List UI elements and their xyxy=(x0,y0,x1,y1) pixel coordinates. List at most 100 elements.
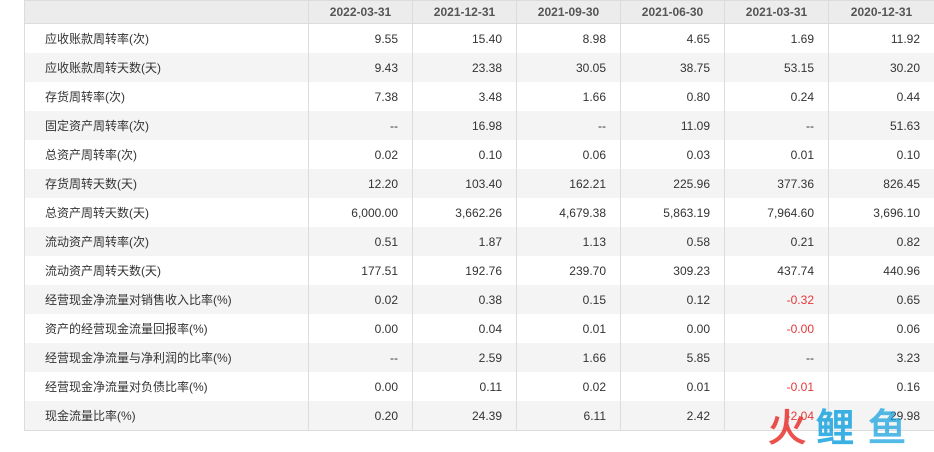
value-cell: 16.98 xyxy=(412,111,517,140)
value-cell: 7,964.60 xyxy=(724,198,829,227)
value-cell: 0.06 xyxy=(828,314,934,343)
value-cell: 1.66 xyxy=(516,82,621,111)
row-label: 资产的经营现金流量回报率(%) xyxy=(24,314,309,343)
table-row: 现金流量比率(%) 0.20 24.39 6.11 2.42 -2.04 29.98 xyxy=(24,401,934,431)
value-cell: -- xyxy=(724,111,829,140)
row-label: 流动资产周转率(次) xyxy=(24,227,309,256)
value-cell: 9.43 xyxy=(308,53,413,82)
header-date[interactable]: 2021-12-31 xyxy=(412,0,517,24)
value-cell: 0.03 xyxy=(620,140,725,169)
header-label-cell xyxy=(24,0,309,24)
header-date[interactable]: 2021-03-31 xyxy=(724,0,829,24)
value-cell: 9.55 xyxy=(308,23,413,53)
row-label: 应收账款周转率(次) xyxy=(24,23,309,53)
value-cell: 8.98 xyxy=(516,23,621,53)
table-row: 资产的经营现金流量回报率(%) 0.00 0.04 0.01 0.00 -0.00 0.06 xyxy=(24,314,934,343)
value-cell: 0.51 xyxy=(308,227,413,256)
value-cell: -- xyxy=(308,343,413,372)
value-cell: 0.04 xyxy=(412,314,517,343)
table-row: 存货周转率(次) 7.38 3.48 1.66 0.80 0.24 0.44 xyxy=(24,82,934,111)
value-cell: 0.06 xyxy=(516,140,621,169)
row-label: 经营现金净流量对负债比率(%) xyxy=(24,372,309,401)
row-label: 现金流量比率(%) xyxy=(24,401,309,431)
row-label: 存货周转率(次) xyxy=(24,82,309,111)
value-cell: 0.58 xyxy=(620,227,725,256)
value-cell: 3.48 xyxy=(412,82,517,111)
value-cell: -0.00 xyxy=(724,314,829,343)
value-cell: 0.02 xyxy=(308,285,413,314)
value-cell: 0.15 xyxy=(516,285,621,314)
value-cell: 0.10 xyxy=(412,140,517,169)
value-cell: 6,000.00 xyxy=(308,198,413,227)
value-cell: 0.65 xyxy=(828,285,934,314)
value-cell: -- xyxy=(724,343,829,372)
value-cell: 2.42 xyxy=(620,401,725,431)
value-cell: 3,662.26 xyxy=(412,198,517,227)
row-label: 应收账款周转天数(天) xyxy=(24,53,309,82)
row-label: 存货周转天数(天) xyxy=(24,169,309,198)
value-cell: 0.20 xyxy=(308,401,413,431)
value-cell: 0.02 xyxy=(308,140,413,169)
header-date[interactable]: 2020-12-31 xyxy=(828,0,934,24)
table-row: 经营现金净流量对销售收入比率(%) 0.02 0.38 0.15 0.12 -0.32 0.… xyxy=(24,285,934,314)
value-cell: 177.51 xyxy=(308,256,413,285)
value-cell: -- xyxy=(308,111,413,140)
table-row: 应收账款周转天数(天) 9.43 23.38 30.05 38.75 53.15 30.20 xyxy=(24,53,934,82)
value-cell: 1.13 xyxy=(516,227,621,256)
value-cell: 12.20 xyxy=(308,169,413,198)
value-cell: 11.92 xyxy=(828,23,934,53)
value-cell: 1.87 xyxy=(412,227,517,256)
value-cell: 30.20 xyxy=(828,53,934,82)
value-cell: 103.40 xyxy=(412,169,517,198)
header-date[interactable]: 2022-03-31 xyxy=(308,0,413,24)
value-cell: 5,863.19 xyxy=(620,198,725,227)
value-cell: 38.75 xyxy=(620,53,725,82)
value-cell: 192.76 xyxy=(412,256,517,285)
value-cell: 6.11 xyxy=(516,401,621,431)
value-cell: 0.00 xyxy=(620,314,725,343)
value-cell: 4,679.38 xyxy=(516,198,621,227)
row-label: 总资产周转天数(天) xyxy=(24,198,309,227)
table-row: 经营现金净流量对负债比率(%) 0.00 0.11 0.02 0.01 -0.01 0.16 xyxy=(24,372,934,401)
value-cell: 11.09 xyxy=(620,111,725,140)
value-cell: 23.38 xyxy=(412,53,517,82)
value-cell: 30.05 xyxy=(516,53,621,82)
value-cell: 0.24 xyxy=(724,82,829,111)
value-cell: 0.00 xyxy=(308,372,413,401)
financial-ratio-table: 2022-03-31 2021-12-31 2021-09-30 2021-06… xyxy=(24,0,934,431)
header-date[interactable]: 2021-06-30 xyxy=(620,0,725,24)
value-cell: 0.38 xyxy=(412,285,517,314)
table-row: 固定资产周转率(次) -- 16.98 -- 11.09 -- 51.63 xyxy=(24,111,934,140)
table-row: 存货周转天数(天) 12.20 103.40 162.21 225.96 377.36 82… xyxy=(24,169,934,198)
table-row: 经营现金净流量与净利润的比率(%) -- 2.59 1.66 5.85 -- 3.23 xyxy=(24,343,934,372)
row-label: 经营现金净流量与净利润的比率(%) xyxy=(24,343,309,372)
table-row: 应收账款周转率(次) 9.55 15.40 8.98 4.65 1.69 11.92 xyxy=(24,23,934,53)
header-date[interactable]: 2021-09-30 xyxy=(516,0,621,24)
financial-ratio-table-container: 2022-03-31 2021-12-31 2021-09-30 2021-06… xyxy=(24,0,934,431)
value-cell: 3.23 xyxy=(828,343,934,372)
value-cell: 1.66 xyxy=(516,343,621,372)
value-cell: 0.10 xyxy=(828,140,934,169)
value-cell: 309.23 xyxy=(620,256,725,285)
value-cell: 0.82 xyxy=(828,227,934,256)
value-cell: 7.38 xyxy=(308,82,413,111)
value-cell: 0.80 xyxy=(620,82,725,111)
value-cell: 0.16 xyxy=(828,372,934,401)
value-cell: 3,696.10 xyxy=(828,198,934,227)
value-cell: -- xyxy=(516,111,621,140)
value-cell: 826.45 xyxy=(828,169,934,198)
value-cell: 51.63 xyxy=(828,111,934,140)
value-cell: 53.15 xyxy=(724,53,829,82)
table-row: 流动资产周转率(次) 0.51 1.87 1.13 0.58 0.21 0.82 xyxy=(24,227,934,256)
value-cell: 0.02 xyxy=(516,372,621,401)
value-cell: 377.36 xyxy=(724,169,829,198)
value-cell: 2.59 xyxy=(412,343,517,372)
value-cell: 29.98 xyxy=(828,401,934,431)
value-cell: 1.69 xyxy=(724,23,829,53)
table-row: 流动资产周转天数(天) 177.51 192.76 239.70 309.23 437.7… xyxy=(24,256,934,285)
row-label: 流动资产周转天数(天) xyxy=(24,256,309,285)
value-cell: 437.74 xyxy=(724,256,829,285)
value-cell: 0.21 xyxy=(724,227,829,256)
row-label: 总资产周转率(次) xyxy=(24,140,309,169)
value-cell: 225.96 xyxy=(620,169,725,198)
